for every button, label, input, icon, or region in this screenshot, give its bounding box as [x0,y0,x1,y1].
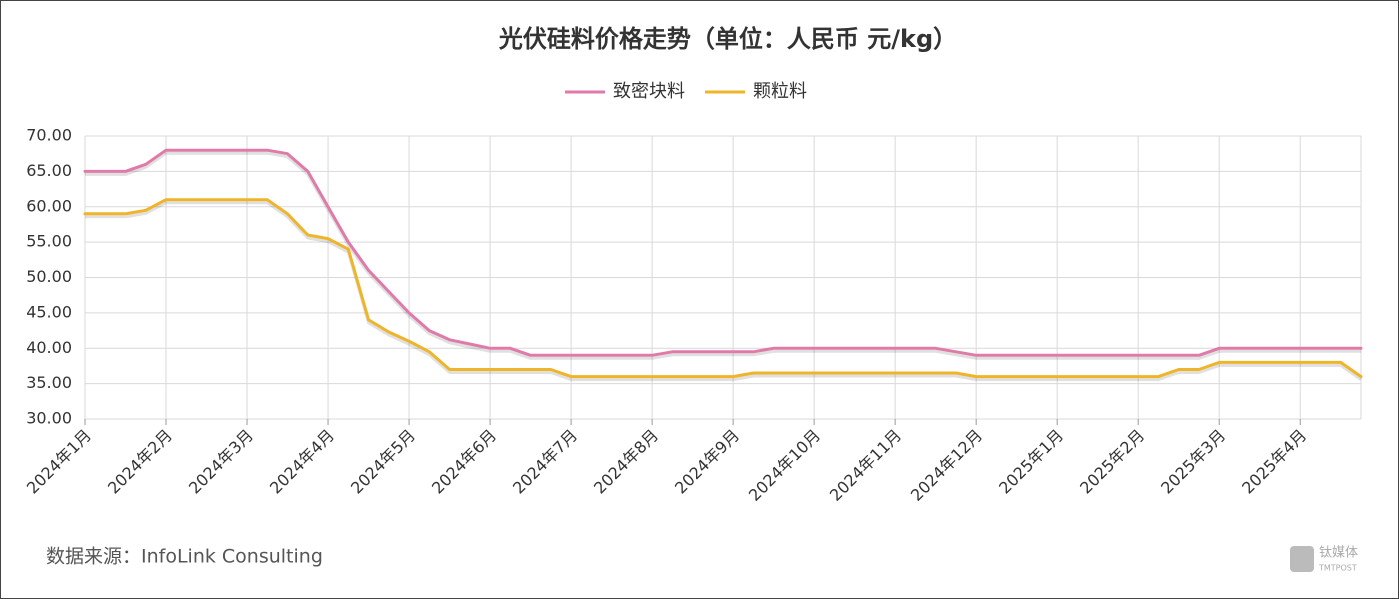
series-line [83,198,1363,379]
line-shadow [85,151,1361,360]
y-tick-label: 50.00 [26,267,72,286]
chart-title: 光伏硅料价格走势（单位：人民币 元/kg） [498,25,957,53]
line-shadow [85,201,1362,382]
legend-label: 颗粒料 [753,81,807,102]
y-tick-label: 70.00 [26,126,72,145]
y-tick-label: 65.00 [26,161,72,180]
y-tick-label: 30.00 [26,409,72,428]
y-tick-label: 45.00 [26,302,72,321]
source-note: 数据来源：InfoLink Consulting [46,546,323,568]
y-tick-label: 35.00 [26,373,72,392]
series-line [83,148,1363,357]
watermark: 钛媒体 [1319,546,1358,561]
watermark-sub: TMTPOST [1318,564,1357,573]
watermark-logo [1290,546,1314,572]
y-tick-label: 40.00 [26,338,72,357]
y-tick-label: 55.00 [26,232,72,251]
legend-label: 致密块料 [613,81,685,102]
y-tick-label: 60.00 [26,196,72,215]
